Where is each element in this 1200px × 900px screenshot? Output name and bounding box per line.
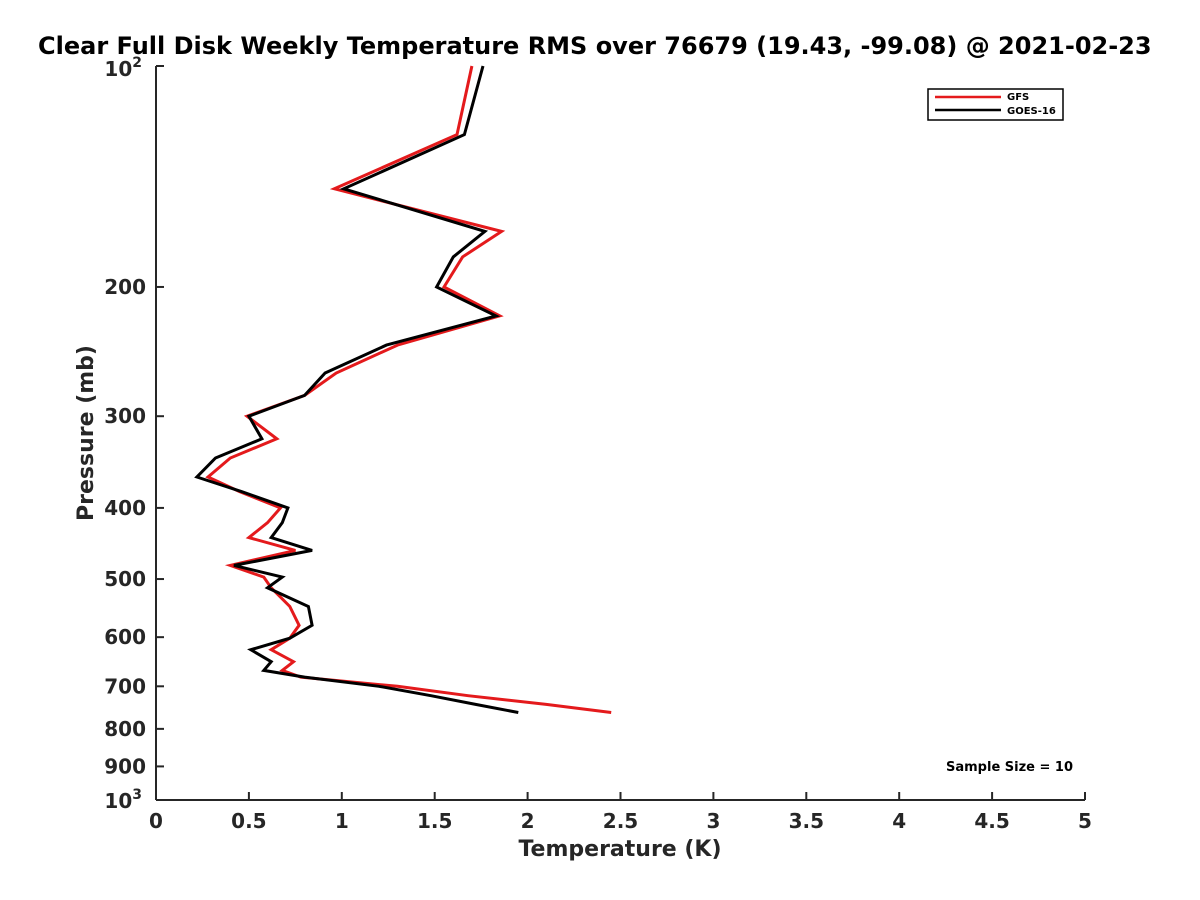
series-layer <box>194 65 612 714</box>
y-tick-label: 800 <box>104 717 146 741</box>
y-tick-label: 500 <box>104 567 146 591</box>
axes-layer: 0 0.5 1 1.5 2 2.5 3 3.5 4 4.5 5 102 200 300 400 500 600 7… <box>104 55 1092 833</box>
sample-size-annotation: Sample Size = 10 <box>946 760 1073 775</box>
y-tick-label: 102 <box>104 55 142 81</box>
legend: GFS GOES-16 <box>927 88 1064 121</box>
x-tick-label: 1.5 <box>417 809 452 833</box>
y-tick-label: 700 <box>104 674 146 698</box>
x-tick-label: 0.5 <box>231 809 266 833</box>
series-line-goes-16 <box>194 65 519 714</box>
x-tick-label: 3 <box>706 809 720 833</box>
x-axis-label: Temperature (K) <box>518 837 721 862</box>
x-tick-label: 2 <box>521 809 535 833</box>
x-tick-label: 2.5 <box>603 809 638 833</box>
x-tick-label: 4.5 <box>974 809 1009 833</box>
x-tick-label: 1 <box>335 809 349 833</box>
y-tick-label: 400 <box>104 496 146 520</box>
y-tick-label: 600 <box>104 625 146 649</box>
chart-title: Clear Full Disk Weekly Temperature RMS o… <box>38 32 1152 60</box>
y-tick-label: 900 <box>104 754 146 778</box>
y-tick-label: 200 <box>104 275 146 299</box>
legend-label-goes-16: GOES-16 <box>1007 106 1056 117</box>
y-tick-label: 300 <box>104 404 146 428</box>
y-tick-label: 103 <box>104 787 142 813</box>
x-tick-label: 5 <box>1078 809 1092 833</box>
series-line-gfs <box>205 65 612 714</box>
x-tick-label: 0 <box>149 809 163 833</box>
y-axis-label: Pressure (mb) <box>74 345 99 521</box>
legend-label-gfs: GFS <box>1007 92 1029 103</box>
legend-box <box>927 88 1064 121</box>
x-tick-label: 4 <box>892 809 906 833</box>
x-tick-label: 3.5 <box>789 809 824 833</box>
